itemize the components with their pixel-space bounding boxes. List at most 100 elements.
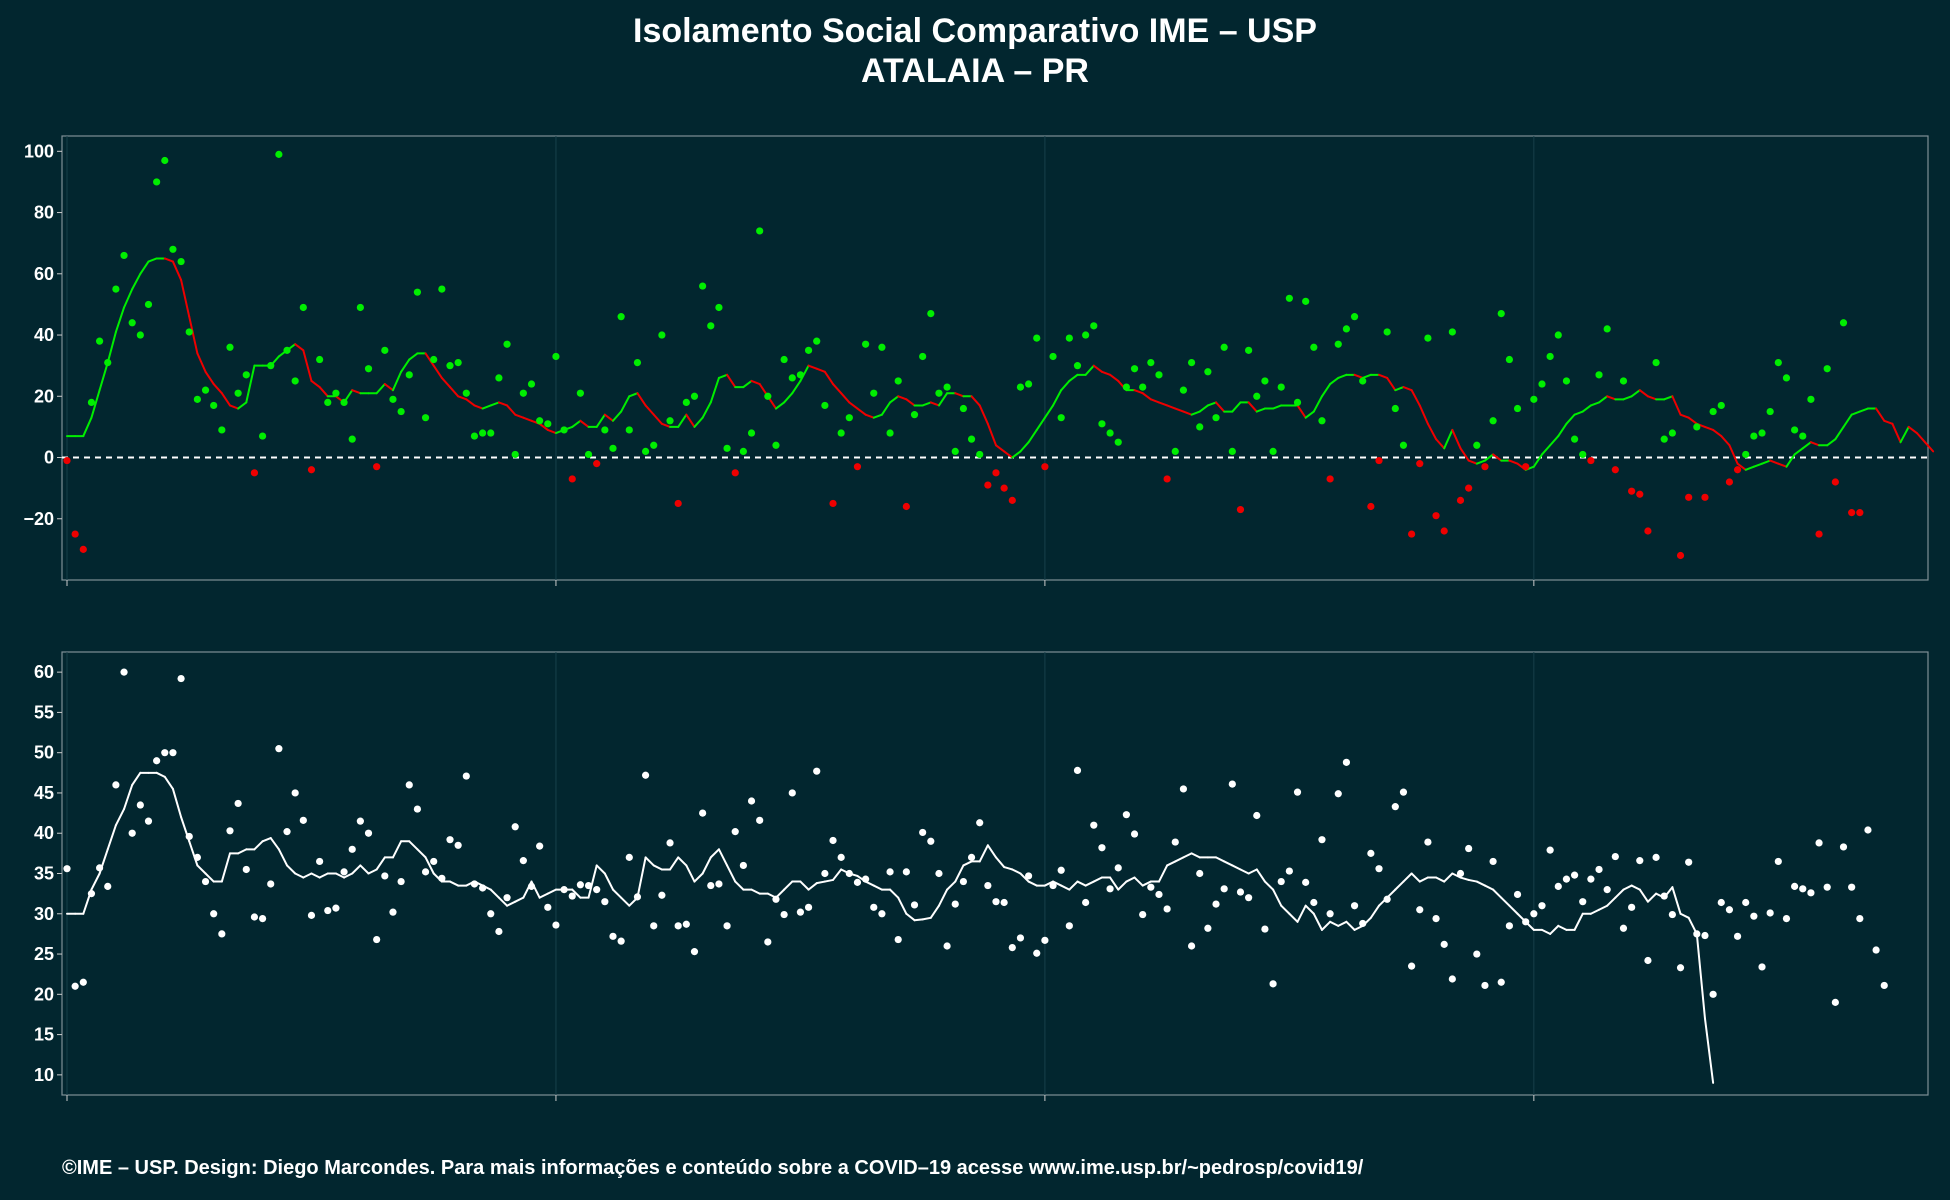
daily-point (218, 426, 226, 434)
mean-line-segment (457, 395, 468, 401)
daily-point (1570, 871, 1579, 879)
daily-point (870, 903, 878, 911)
mean-line-segment (1296, 404, 1307, 419)
daily-point (1823, 883, 1831, 891)
daily-point (120, 668, 128, 676)
daily-point (1660, 892, 1668, 900)
mean-line-segment (880, 401, 892, 416)
mean-line-segment (481, 404, 492, 410)
mean-line-segment (424, 352, 435, 367)
mean-line-segment (921, 401, 932, 407)
daily-point (1799, 885, 1807, 893)
daily-point (690, 948, 699, 956)
daily-point (503, 894, 511, 902)
daily-point (1432, 915, 1440, 923)
mean-line-segment (571, 888, 582, 899)
mean-line-segment (807, 882, 818, 891)
daily-point (845, 869, 853, 878)
daily-point (780, 910, 788, 919)
daily-point (813, 767, 821, 775)
daily-point (487, 429, 495, 437)
daily-point (185, 328, 193, 336)
mean-line-segment (1435, 876, 1446, 883)
mean-line-segment (929, 401, 940, 407)
daily-point (1155, 371, 1163, 379)
daily-point (682, 398, 690, 406)
daily-point (764, 392, 772, 400)
daily-point (1163, 475, 1171, 483)
mean-line-segment (783, 392, 794, 404)
mean-line-segment (1247, 401, 1258, 413)
daily-point (1611, 852, 1619, 861)
daily-point (1302, 297, 1310, 305)
mean-line-segment (1027, 880, 1038, 887)
daily-point (348, 845, 356, 853)
daily-point (1774, 358, 1782, 367)
daily-point (1448, 328, 1456, 336)
daily-point (951, 900, 959, 908)
mean-line-segment (1052, 389, 1063, 407)
mean-line-segment (1443, 428, 1454, 450)
daily-point (104, 882, 112, 890)
daily-point (1196, 423, 1204, 431)
mean-line-segment (1410, 389, 1421, 407)
mean-line-segment (1483, 884, 1495, 891)
daily-point (641, 447, 650, 455)
daily-point (1497, 978, 1505, 986)
mean-line-segment (114, 808, 126, 827)
daily-point (1310, 898, 1318, 907)
mean-line-segment (937, 392, 949, 407)
daily-point (1090, 821, 1098, 829)
mean-line-segment (1166, 860, 1177, 867)
daily-point (1562, 875, 1571, 883)
daily-point (951, 447, 959, 455)
daily-point (136, 801, 144, 809)
daily-point (1774, 857, 1782, 866)
daily-point (1334, 790, 1342, 798)
mean-line-segment (1557, 924, 1568, 931)
mean-line-segment (620, 896, 631, 907)
daily-point (552, 352, 560, 361)
daily-point (1008, 496, 1016, 504)
mean-line-segment (1540, 928, 1552, 935)
mean-line-segment (1842, 413, 1853, 428)
daily-point (617, 313, 625, 321)
daily-point (902, 868, 910, 876)
daily-point (1391, 803, 1399, 811)
mean-line-segment (1793, 447, 1804, 456)
mean-line-segment (1744, 465, 1755, 471)
mean-line-segment (359, 864, 370, 875)
mean-line-segment (652, 864, 663, 871)
y-tick-label: 100 (24, 141, 54, 161)
daily-point (1187, 942, 1196, 950)
daily-point (1049, 352, 1057, 361)
daily-point (1163, 905, 1171, 913)
mean-line-segment (1646, 892, 1658, 903)
mean-line-segment (717, 848, 729, 867)
daily-point (902, 502, 910, 511)
mean-line-segment (962, 860, 973, 867)
daily-point (1399, 441, 1408, 449)
daily-point (617, 937, 625, 945)
mean-line-segment (791, 379, 802, 395)
daily-point (1513, 404, 1522, 413)
daily-point (1848, 509, 1856, 517)
mean-line-segment (261, 837, 272, 843)
mean-line-segment (1272, 404, 1283, 410)
mean-line-segment (750, 379, 761, 386)
daily-point (1090, 322, 1098, 330)
daily-point (267, 880, 275, 888)
mean-line-segment (677, 856, 688, 867)
daily-point (927, 837, 935, 845)
y-tick-label: 40 (34, 823, 54, 843)
daily-point (201, 386, 210, 394)
daily-point (1082, 331, 1090, 339)
daily-point (348, 435, 356, 443)
mean-line-segment (1125, 876, 1136, 883)
daily-point (707, 881, 715, 890)
daily-point (226, 343, 234, 351)
daily-point (674, 499, 682, 508)
mean-line-segment (995, 444, 1006, 453)
daily-point (1856, 509, 1864, 517)
chart-subtitle: ATALAIA – PR (861, 52, 1089, 90)
